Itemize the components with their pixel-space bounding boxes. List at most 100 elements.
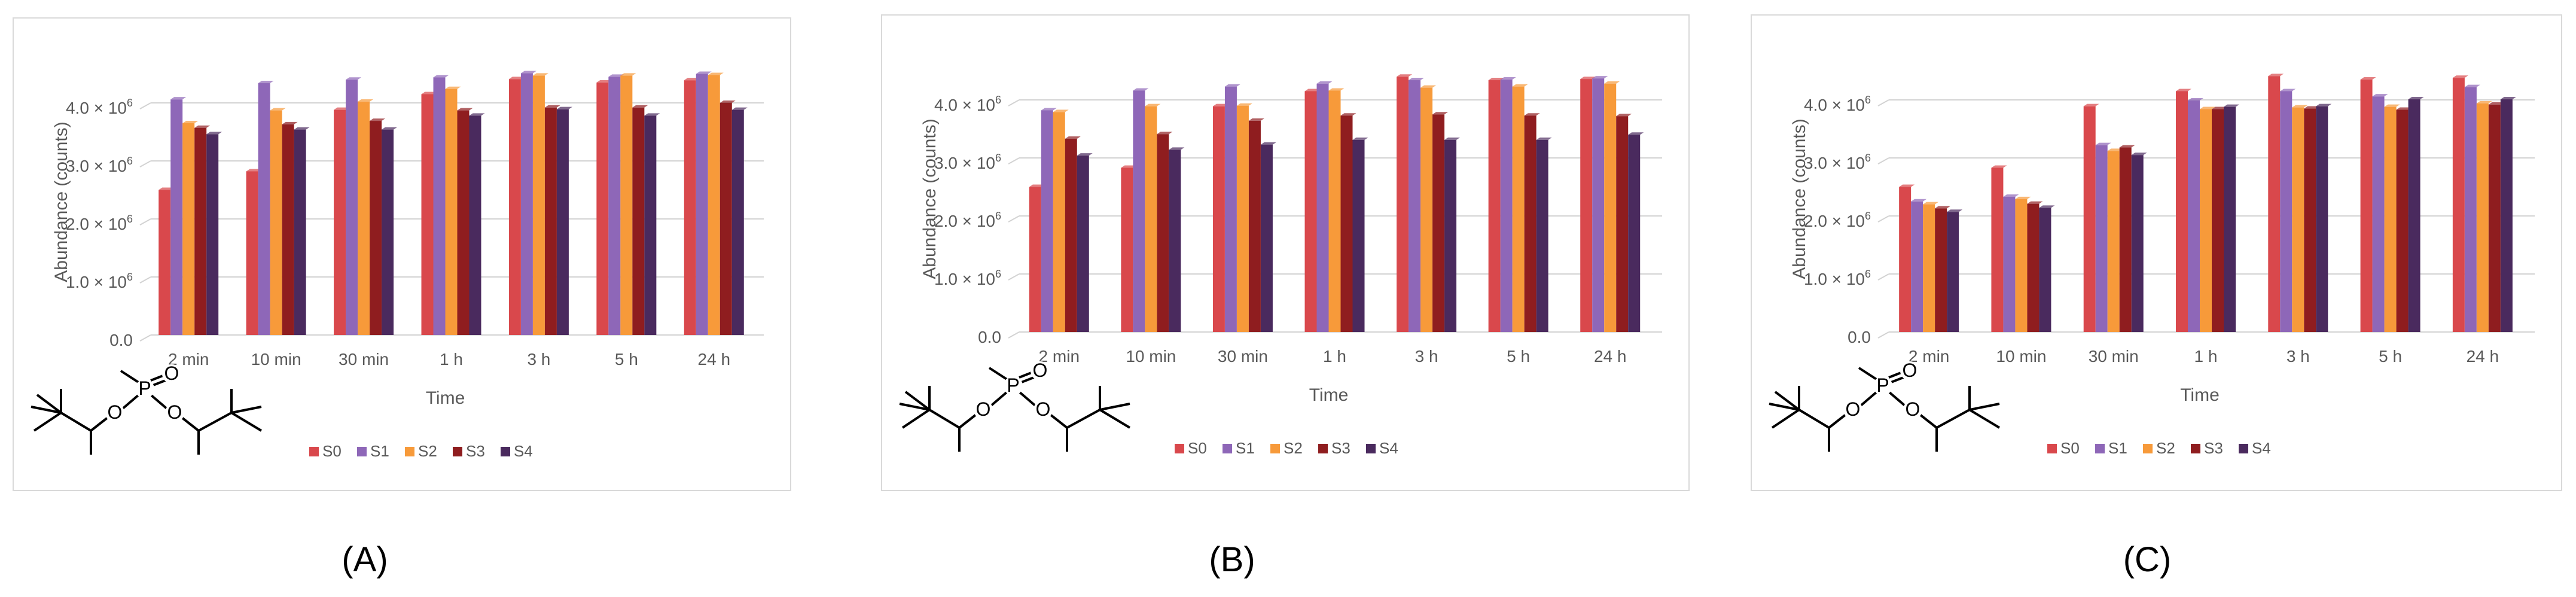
atom-label-backdrop xyxy=(105,403,124,422)
bar-top-s2 xyxy=(2107,148,2123,151)
oxygen-atom-label: O xyxy=(1906,398,1920,420)
bar-top-s3 xyxy=(1524,113,1540,116)
panel-label: (A) xyxy=(342,540,388,579)
atom-label-backdrop xyxy=(165,403,184,422)
y-tick-mantissa: 0.0 xyxy=(978,328,1001,346)
molecule-bond xyxy=(1769,403,1800,411)
bar-top-s3 xyxy=(1340,113,1356,116)
bar-s4 xyxy=(2316,106,2328,333)
bar-s1 xyxy=(520,73,533,335)
bar-s0 xyxy=(2083,106,2096,333)
x-axis-label: Time xyxy=(426,388,465,408)
bar-s2 xyxy=(1923,204,1935,332)
bar-top-s1 xyxy=(2280,89,2296,92)
bar-s2 xyxy=(2015,199,2028,332)
bar-s0 xyxy=(421,94,434,335)
molecule-bond xyxy=(153,379,167,386)
y-tick-label: 3.0 × 106 xyxy=(66,155,133,175)
y-tick-mantissa: 3.0 xyxy=(934,154,958,172)
gridline-side xyxy=(1008,157,1020,165)
phosphorus-atom-label: P xyxy=(138,377,151,399)
bar-top-s2 xyxy=(2015,196,2031,199)
x-tick-label: 2 min xyxy=(1909,347,1949,365)
bar-top-s3 xyxy=(632,105,648,108)
molecule-bond xyxy=(904,391,931,411)
bar-s3 xyxy=(1248,120,1261,333)
atom-label-backdrop xyxy=(1903,400,1922,419)
x-tick-label: 1 h xyxy=(440,350,463,368)
molecule-bond xyxy=(1891,376,1906,383)
bar-s0 xyxy=(246,171,258,335)
y-tick-times-sign: × xyxy=(1827,270,1846,288)
y-tick-mantissa: 4.0 xyxy=(1804,96,1827,114)
molecule-bond xyxy=(1798,409,1830,429)
bar-top-s0 xyxy=(2452,75,2468,78)
molecule-bond xyxy=(1936,409,1970,429)
y-tick-mantissa: 2.0 xyxy=(66,215,89,233)
legend-swatch-s4 xyxy=(501,447,510,456)
bar-top-s4 xyxy=(1077,153,1093,156)
legend-swatch-s4 xyxy=(2239,444,2248,453)
legend-swatch-s2 xyxy=(405,447,414,456)
bar-top-s4 xyxy=(2408,97,2424,100)
bar-top-s3 xyxy=(1935,206,1951,209)
x-axis-label: Time xyxy=(2180,385,2220,405)
x-tick-label: 3 h xyxy=(1415,347,1438,365)
bar-s3 xyxy=(282,124,294,335)
bar-top-s0 xyxy=(421,92,437,95)
bar-top-s3 xyxy=(2119,145,2135,148)
bar-s1 xyxy=(2003,196,2016,332)
y-tick-label: 4.0 × 106 xyxy=(1804,94,1871,114)
y-tick-label: 2.0 × 106 xyxy=(934,210,1001,230)
bar-top-s3 xyxy=(1432,112,1449,115)
y-tick-mantissa: 4.0 xyxy=(934,96,958,114)
molecule-bond xyxy=(1919,413,1938,429)
phosphorus-atom-label: P xyxy=(1007,374,1019,396)
y-axis-label: Abundance (counts) xyxy=(51,121,71,282)
oxygen-atom-label: O xyxy=(976,398,991,420)
y-axis-label: Abundance (counts) xyxy=(1790,118,1809,279)
bar-top-s1 xyxy=(1041,108,1057,111)
molecule-bond xyxy=(60,412,92,432)
bar-s0 xyxy=(158,190,171,335)
y-tick-label: 4.0 × 106 xyxy=(66,97,133,117)
gridline-side xyxy=(1877,331,1889,339)
bar-s3 xyxy=(2396,109,2409,333)
bar-top-s0 xyxy=(1899,184,1915,187)
bar-s4 xyxy=(469,115,481,335)
bar-top-s2 xyxy=(1328,88,1345,91)
bar-s1 xyxy=(433,77,446,335)
gridline-side xyxy=(1008,273,1020,281)
bar-top-s4 xyxy=(2224,104,2239,107)
bar-top-s2 xyxy=(1236,103,1252,106)
bar-top-s1 xyxy=(1409,78,1425,81)
bar-top-s3 xyxy=(194,125,211,128)
bar-s3 xyxy=(1616,116,1629,332)
bar-top-s2 xyxy=(708,72,724,75)
bar-top-s0 xyxy=(2268,74,2284,77)
molecule-bond xyxy=(1858,367,1880,382)
oxygen-atom-label: O xyxy=(1903,360,1917,381)
bar-s1 xyxy=(1224,86,1237,332)
bar-s0 xyxy=(596,83,609,336)
panel-label: (B) xyxy=(1209,540,1255,579)
bar-s0 xyxy=(2360,80,2373,333)
x-axis-label: Time xyxy=(1309,385,1349,405)
bar-s4 xyxy=(2224,106,2236,332)
bar-top-s2 xyxy=(270,108,286,111)
legend-label-s2: S2 xyxy=(2156,439,2175,457)
bar-s1 xyxy=(2188,100,2200,332)
panel-label: (C) xyxy=(2123,540,2172,579)
bar-s4 xyxy=(731,109,744,335)
molecule-bond xyxy=(90,416,109,432)
x-tick-label: 2 min xyxy=(1039,347,1080,365)
bar-s2 xyxy=(2384,106,2397,332)
legend-swatch-s0 xyxy=(2047,444,2057,453)
legend-swatch-s3 xyxy=(1318,444,1328,453)
bar-top-s0 xyxy=(246,169,262,172)
bar-s2 xyxy=(1145,106,1157,333)
bar-top-s1 xyxy=(1133,88,1149,91)
bar-s1 xyxy=(1041,110,1053,332)
bar-top-s1 xyxy=(520,71,536,74)
bar-s3 xyxy=(457,110,470,336)
